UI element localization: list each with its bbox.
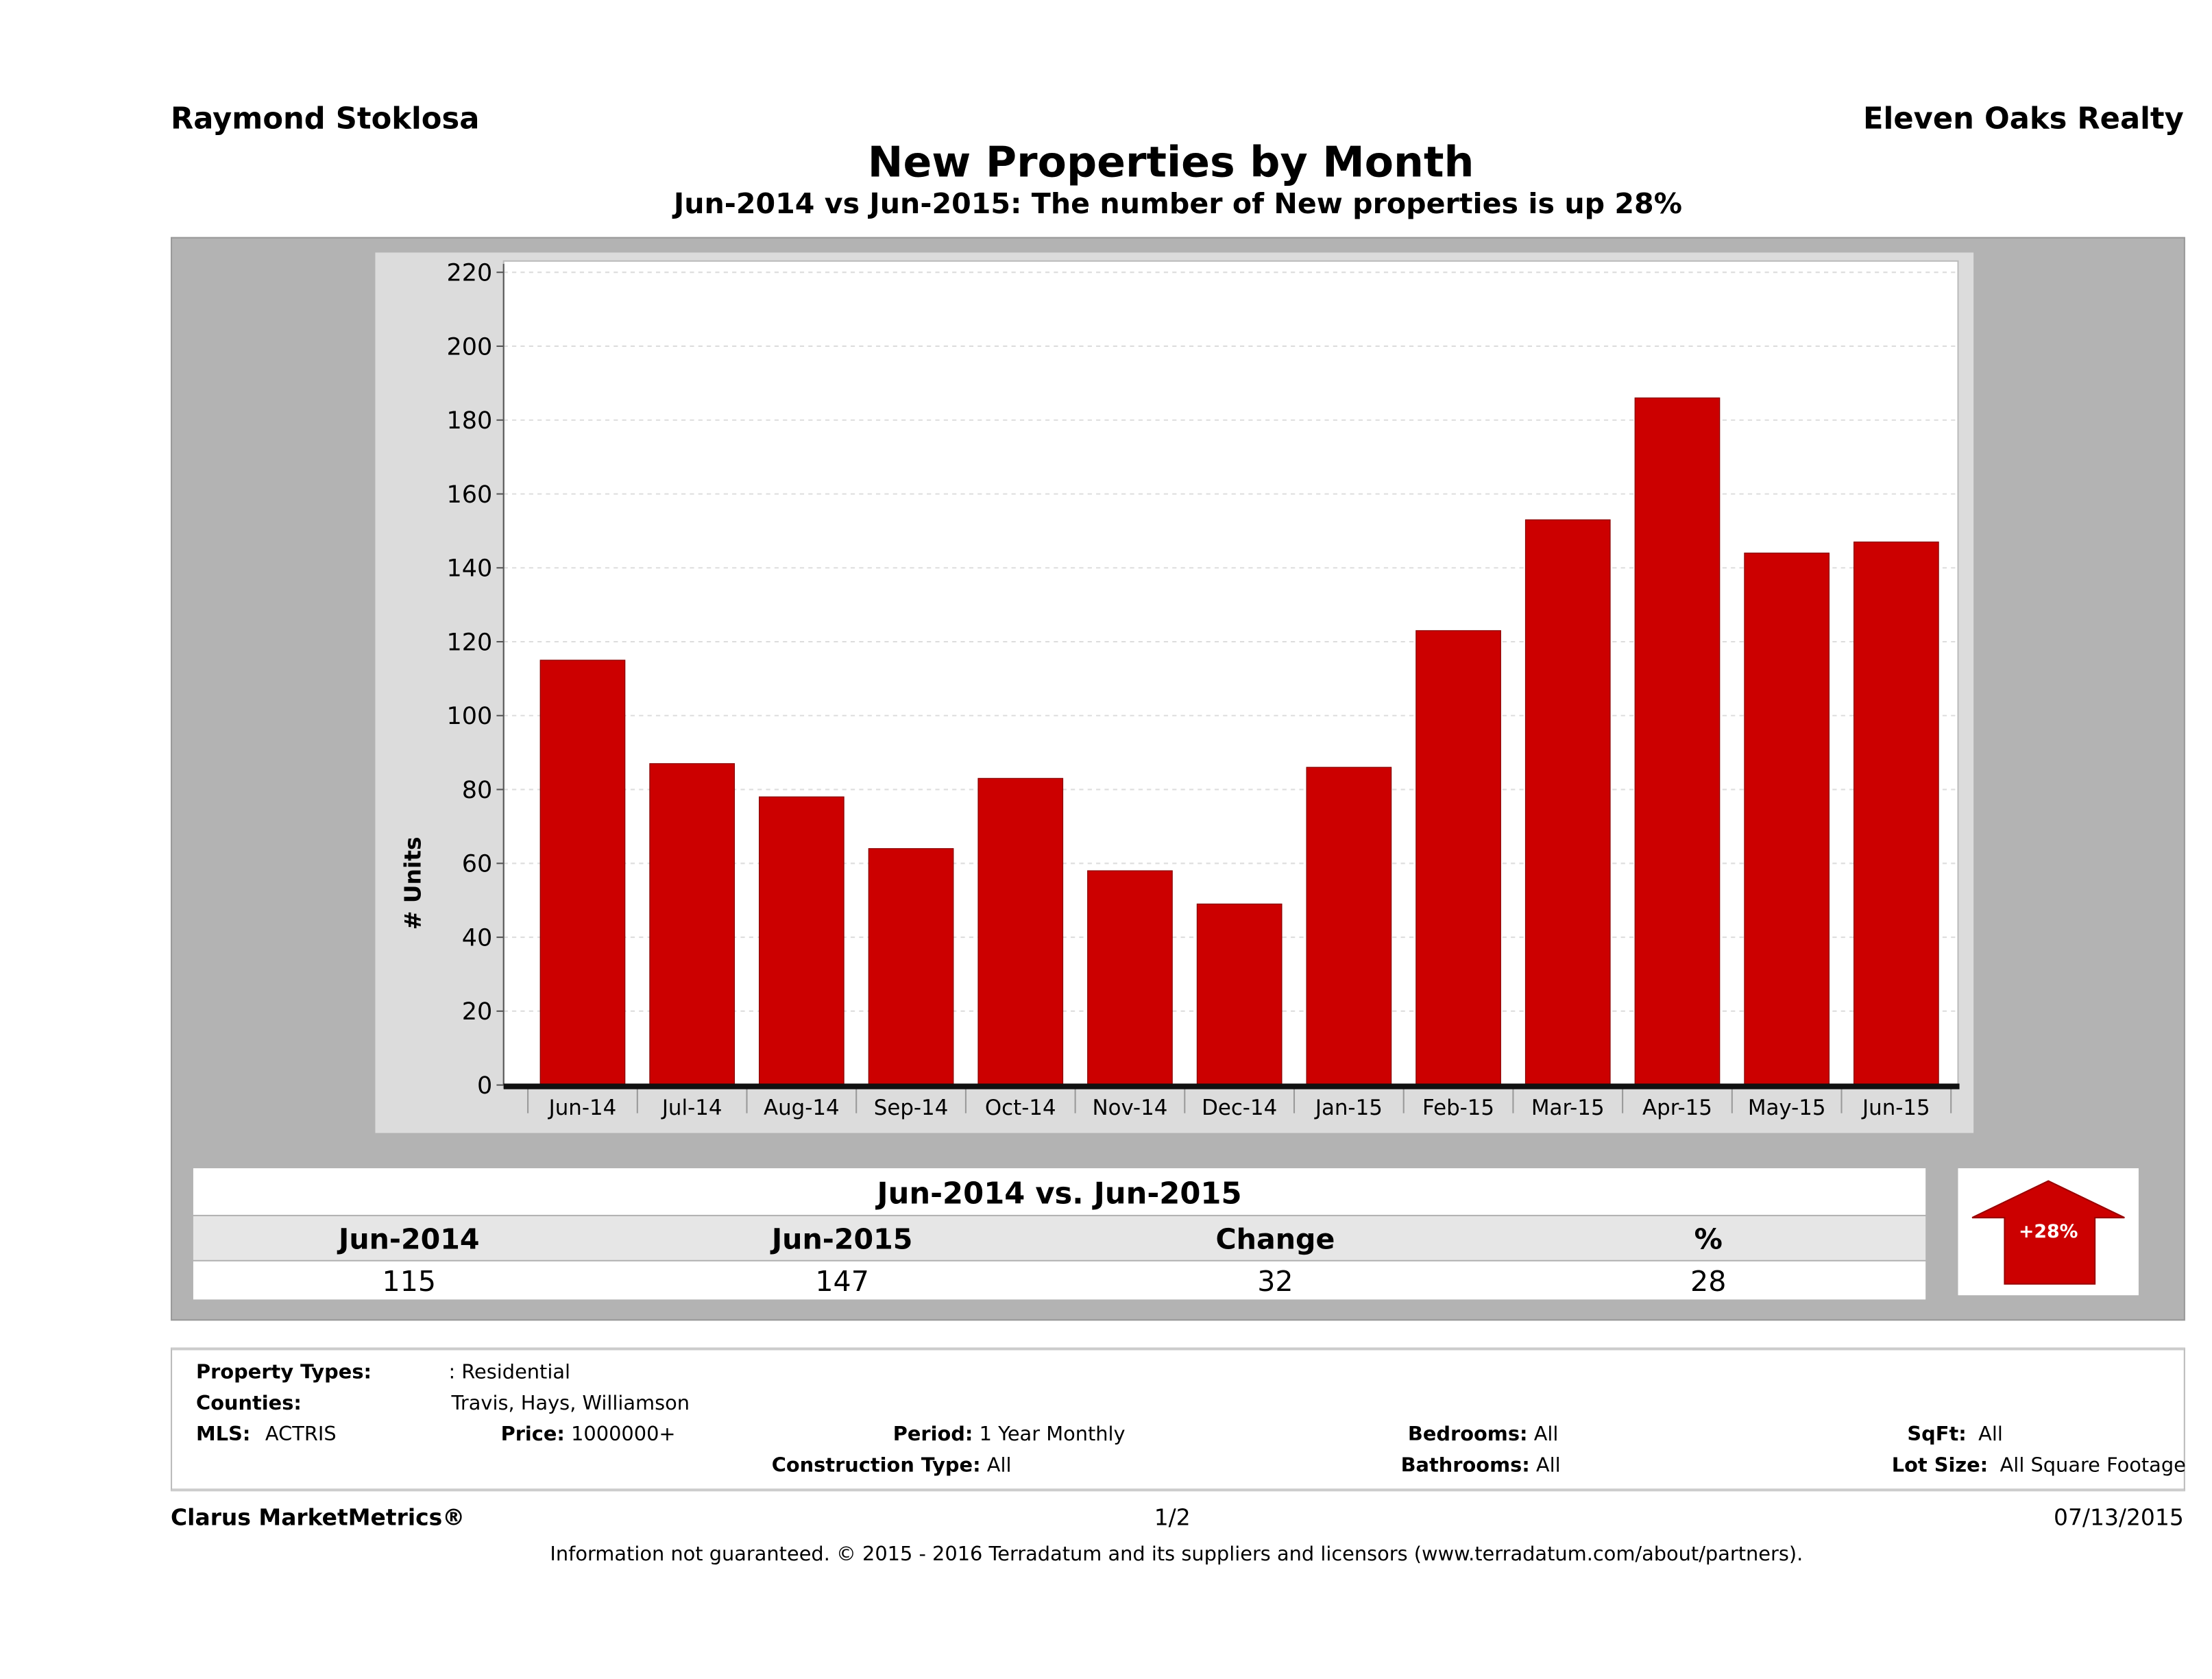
- criteria-box: Property Types: : Residential Counties: …: [171, 1347, 2186, 1492]
- bar-feb-15: [1415, 630, 1501, 1086]
- mls-label: MLS:: [196, 1423, 251, 1447]
- bar-aug-14: [758, 796, 844, 1086]
- x-tick-label: Nov-14: [1093, 1096, 1168, 1120]
- counties-value: Travis, Hays, Williamson: [451, 1392, 690, 1416]
- construction-label: Construction Type:: [771, 1454, 981, 1477]
- y-tick-label: 120: [446, 629, 492, 656]
- y-tick-label: 20: [462, 998, 492, 1026]
- period-value: 1 Year Monthly: [979, 1423, 1126, 1447]
- y-tick-label: 140: [446, 555, 492, 583]
- value-jun-2014: 115: [382, 1264, 437, 1298]
- bar-sep-14: [868, 848, 954, 1086]
- sqft-value: All: [1978, 1423, 2003, 1447]
- mls-value: ACTRIS: [265, 1423, 337, 1447]
- construction-value: All: [986, 1454, 1012, 1477]
- bathrooms-label: Bathrooms:: [1400, 1454, 1530, 1477]
- bedrooms-label: Bedrooms:: [1407, 1423, 1528, 1447]
- page-number: 1/2: [1154, 1503, 1191, 1531]
- x-tick-label: Dec-14: [1202, 1096, 1277, 1120]
- bar-dec-14: [1196, 903, 1283, 1086]
- property-types-value: : Residential: [448, 1361, 571, 1384]
- y-tick-label: 40: [462, 924, 492, 952]
- agent-name: Raymond Stoklosa: [171, 101, 480, 136]
- y-tick-label: 0: [477, 1072, 492, 1100]
- y-tick-label: 80: [462, 777, 492, 804]
- x-tick-label: Jun-15: [1861, 1096, 1930, 1120]
- value-percent: 28: [1690, 1264, 1727, 1298]
- change-badge-text: +28%: [2018, 1222, 2078, 1244]
- bedrooms-value: All: [1533, 1423, 1559, 1447]
- x-tick-label: Jan-15: [1314, 1096, 1383, 1120]
- up-arrow-icon: [1971, 1180, 2125, 1285]
- y-tick-label: 60: [462, 851, 492, 878]
- header-percent: %: [1694, 1222, 1723, 1256]
- lot-size-value: All Square Footage: [2000, 1454, 2186, 1477]
- report-date: 07/13/2015: [2053, 1503, 2184, 1531]
- change-badge: +28%: [1958, 1168, 2139, 1296]
- y-tick-label: 220: [446, 260, 492, 287]
- price-label: Price:: [500, 1423, 565, 1447]
- bar-jan-15: [1306, 766, 1392, 1086]
- bar-apr-15: [1634, 397, 1721, 1086]
- bar-mar-15: [1524, 519, 1611, 1086]
- bar-nov-14: [1087, 870, 1173, 1086]
- property-types-label: Property Types:: [196, 1361, 372, 1384]
- bar-may-15: [1744, 553, 1830, 1086]
- x-tick-label: Apr-15: [1642, 1096, 1712, 1120]
- value-jun-2015: 147: [815, 1264, 869, 1298]
- y-tick-label: 180: [446, 407, 492, 435]
- chart-subtitle: Jun-2014 vs Jun-2015: The number of New …: [673, 186, 1682, 221]
- x-tick-label: May-15: [1748, 1096, 1826, 1120]
- value-change: 32: [1257, 1264, 1293, 1298]
- bar-jul-14: [649, 763, 736, 1086]
- bar-oct-14: [977, 777, 1064, 1086]
- lot-size-label: Lot Size:: [1891, 1454, 1989, 1477]
- y-tick-label: 160: [446, 481, 492, 509]
- summary-value-row: 115 147 32 28: [193, 1261, 1926, 1300]
- header-jun-2014: Jun-2014: [339, 1222, 480, 1256]
- y-tick-label: 100: [446, 703, 492, 730]
- sqft-label: SqFt:: [1907, 1423, 1967, 1447]
- bathrooms-value: All: [1535, 1454, 1561, 1477]
- y-axis-label: # Units: [399, 836, 426, 930]
- disclaimer: Information not guaranteed. © 2015 - 201…: [550, 1543, 1803, 1567]
- summary-header-row: Jun-2014 Jun-2015 Change %: [193, 1216, 1926, 1260]
- bar-jun-14: [539, 660, 626, 1086]
- bar-chart: 0 20 40 60 80 100 120 140 160 180 200 220 Jun-14 Jul-…: [399, 260, 1960, 1120]
- period-label: Period:: [892, 1423, 973, 1447]
- counties-label: Counties:: [196, 1392, 302, 1416]
- x-tick-label: Aug-14: [764, 1096, 840, 1120]
- price-value: 1000000+: [571, 1423, 676, 1447]
- chart-title: New Properties by Month: [867, 138, 1474, 188]
- company-name: Eleven Oaks Realty: [1863, 101, 2184, 136]
- bar-jun-15: [1854, 541, 1939, 1086]
- x-tick-label: Jul-14: [661, 1096, 722, 1120]
- x-tick-label: Mar-15: [1531, 1096, 1605, 1120]
- x-tick-label: Oct-14: [985, 1096, 1056, 1120]
- x-tick-label: Feb-15: [1422, 1096, 1494, 1120]
- y-tick-label: 200: [446, 333, 492, 361]
- x-tick-label: Sep-14: [874, 1096, 949, 1120]
- x-tick-label: Jun-14: [548, 1096, 617, 1120]
- header-jun-2015: Jun-2015: [771, 1222, 913, 1256]
- brand: Clarus MarketMetrics®: [171, 1503, 465, 1531]
- summary-title: Jun-2014 vs. Jun-2015: [193, 1168, 1926, 1215]
- header-change: Change: [1215, 1222, 1335, 1256]
